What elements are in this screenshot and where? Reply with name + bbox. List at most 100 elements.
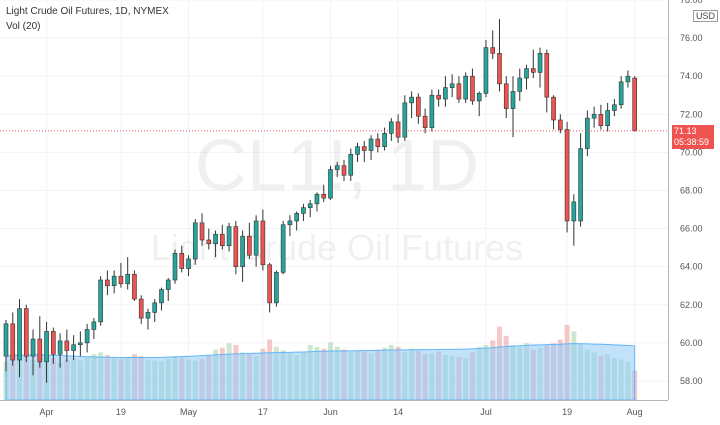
volume-ma-area xyxy=(5,343,636,401)
watermark-name: Light Crude Oil Futures xyxy=(151,227,523,268)
candle-up xyxy=(71,344,76,351)
time-tick-label: 19 xyxy=(116,407,126,417)
candle-down xyxy=(10,323,16,361)
candle-down xyxy=(395,121,401,138)
time-tick-label: 14 xyxy=(393,407,403,417)
candle-down xyxy=(558,119,563,130)
candle-up xyxy=(591,113,597,119)
candle-up xyxy=(409,96,414,104)
candle-down xyxy=(564,129,570,222)
symbol-watermark: CL1!, 1D Light Crude Oil Futures xyxy=(151,126,523,268)
candle-up xyxy=(111,275,117,287)
candle-up xyxy=(510,91,516,109)
candle-down xyxy=(260,220,266,266)
candle-down xyxy=(199,222,205,241)
candle-up xyxy=(84,329,90,344)
candle-up xyxy=(314,193,320,205)
currency-label: USD xyxy=(692,10,718,22)
candle-down xyxy=(598,113,604,127)
price-tick-label: 68.00 xyxy=(680,185,703,195)
candle-up xyxy=(125,273,130,285)
candle-down xyxy=(321,193,327,199)
price-tick-label: 76.00 xyxy=(680,33,703,43)
chart-title: Light Crude Oil Futures, 1D, NYMEX xyxy=(6,6,169,17)
candle-up xyxy=(585,117,590,149)
price-tick-label: 64.00 xyxy=(680,262,703,272)
candle-down xyxy=(530,68,536,73)
candle-down xyxy=(64,340,70,351)
candle-up xyxy=(463,75,468,100)
candle-up xyxy=(30,338,36,357)
candle-up xyxy=(57,340,63,355)
candle-up xyxy=(186,258,191,269)
candle-up xyxy=(172,253,178,281)
price-axis[interactable]: 58.00 60.00 62.00 64.00 66.00 68.00 70.00 72.00… xyxy=(668,0,720,425)
candle-down xyxy=(632,77,637,132)
candle-up xyxy=(443,87,448,100)
candle-up xyxy=(389,121,394,134)
candle-up xyxy=(17,308,22,361)
candle-down xyxy=(23,308,29,357)
candle-down xyxy=(416,96,421,117)
candle-up xyxy=(382,133,387,147)
candle-down xyxy=(132,273,137,300)
candle-up xyxy=(274,272,279,304)
time-axis[interactable]: Apr 19 May 17 Jun 14 Jul 19 Aug xyxy=(0,400,668,418)
candle-up xyxy=(402,102,408,138)
price-tick-label: 78.00 xyxy=(680,0,703,5)
candle-up xyxy=(355,146,360,155)
price-tick-label: 62.00 xyxy=(680,300,703,310)
candle-down xyxy=(341,165,347,176)
time-tick-label: 19 xyxy=(562,407,572,417)
candle-down xyxy=(436,94,441,100)
candle-up xyxy=(476,93,482,102)
candle-up xyxy=(294,213,299,222)
candle-up xyxy=(91,321,97,330)
candle-up xyxy=(328,169,333,199)
time-tick-label: Jun xyxy=(323,407,338,417)
candle-up xyxy=(3,323,9,357)
candle-up xyxy=(517,77,523,92)
candle-up xyxy=(192,222,198,260)
candle-up xyxy=(429,94,435,128)
candle-down xyxy=(544,53,550,98)
candle-down xyxy=(247,235,252,256)
volume-indicator-label[interactable]: Vol (20) xyxy=(6,21,41,32)
candle-up xyxy=(301,207,306,214)
candle-up xyxy=(612,104,617,111)
price-tick-label: 70.00 xyxy=(680,147,703,157)
candle-up xyxy=(287,220,293,226)
candle-down xyxy=(503,83,509,109)
candle-up xyxy=(280,224,286,273)
candle-up xyxy=(625,75,631,83)
price-tick-label: 74.00 xyxy=(680,71,703,81)
candle-down xyxy=(375,138,381,147)
candle-up xyxy=(253,220,259,256)
candle-down xyxy=(105,279,110,287)
candle-up xyxy=(449,83,455,88)
candle-up xyxy=(307,203,313,208)
candle-up xyxy=(334,165,340,170)
candle-down xyxy=(206,239,212,245)
last-price-tag: 71.13 05:38:59 xyxy=(672,124,714,149)
candle-up xyxy=(618,81,624,106)
candle-up xyxy=(368,138,374,151)
time-tick-label: 17 xyxy=(258,407,268,417)
candle-down xyxy=(179,253,185,269)
candle-down xyxy=(490,47,496,54)
candle-down xyxy=(267,264,272,304)
bar-countdown: 05:38:59 xyxy=(674,136,710,147)
candle-down xyxy=(51,331,56,355)
candle-down xyxy=(361,146,367,151)
candle-up xyxy=(213,233,218,245)
candle-down xyxy=(138,298,144,319)
candle-up xyxy=(78,342,83,346)
candles xyxy=(3,19,637,383)
time-tick-label: Apr xyxy=(40,407,54,417)
candle-up xyxy=(44,331,49,363)
candle-up xyxy=(145,312,151,319)
candle-up xyxy=(524,68,529,79)
time-tick-label: May xyxy=(180,407,198,417)
candle-down xyxy=(422,115,428,128)
